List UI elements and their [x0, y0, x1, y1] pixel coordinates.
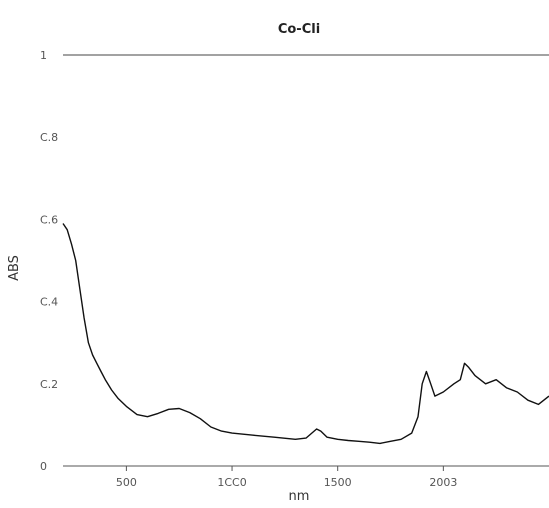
x-tick-label: 500 [116, 476, 137, 489]
absorbance-line [62, 223, 549, 445]
y-tick-label: C.6 [40, 213, 58, 226]
y-tick-label: 0 [40, 460, 47, 473]
y-tick-label: C.2 [40, 378, 58, 391]
x-tick-label: 1500 [324, 476, 352, 489]
x-axis-label: nm [289, 489, 310, 504]
x-tick-label: 2003 [429, 476, 457, 489]
y-tick-label: C.8 [40, 131, 58, 144]
y-axis-ticks: 0 C.2 C.4 C.6 C.8 1 [40, 49, 58, 473]
y-tick-label: 1 [40, 49, 47, 62]
chart-title: Co-Cli [278, 22, 320, 37]
x-tick-label: 1CC0 [217, 476, 246, 489]
x-axis-ticks: 500 1CC0 1500 2003 [116, 466, 457, 489]
y-tick-label: C.4 [40, 296, 58, 309]
y-axis-label: ABS [7, 255, 22, 281]
